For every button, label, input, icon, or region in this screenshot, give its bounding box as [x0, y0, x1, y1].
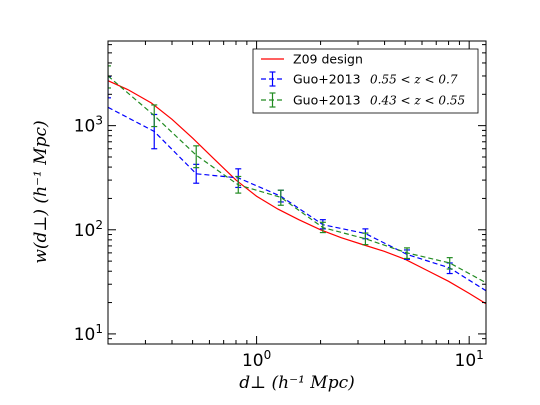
x-tick-label-1: 101: [455, 348, 484, 371]
series-line-2: [108, 75, 486, 284]
y-tick-label-0: 101: [74, 322, 103, 345]
series-line-1: [108, 106, 486, 292]
legend: Z09 design Guo+2013 0.55 < z < 0.7 Guo+2…: [252, 48, 479, 114]
legend-box: [252, 48, 479, 114]
errorbar-s1-0: [108, 76, 111, 99]
errorbar-s2-6: [362, 232, 369, 246]
errorbar-s2-4: [277, 189, 284, 206]
axes-frame: [107, 40, 487, 345]
errorbar-s2-3: [235, 175, 242, 194]
errorbar-s2-5: [319, 221, 326, 234]
legend-label-guo2: Guo+2013: [293, 93, 361, 108]
legend-range-guo2: 0.43 < z < 0.55: [370, 94, 465, 108]
y-axis-label: w(d⊥) (h⁻¹ Mpc): [31, 120, 51, 263]
x-axis-label: d⊥ (h⁻¹ Mpc): [239, 373, 355, 393]
errorbar-s2-0: [108, 65, 111, 89]
legend-label-guo1: Guo+2013: [293, 72, 361, 87]
y-tick-label-1: 102: [74, 218, 103, 241]
errorbar-s2-1: [151, 104, 158, 128]
legend-label-z09: Z09 design: [293, 52, 363, 67]
legend-range-guo1: 0.55 < z < 0.7: [370, 73, 458, 87]
y-tick-label-2: 103: [74, 114, 103, 137]
errorbar-s2-2: [193, 145, 200, 169]
errorbar-s2-8: [446, 257, 453, 270]
series-layer: [108, 65, 486, 305]
x-tick-label-0: 100: [242, 348, 271, 371]
errorbar-s2-7: [404, 247, 411, 260]
series-line-0: [108, 80, 486, 305]
